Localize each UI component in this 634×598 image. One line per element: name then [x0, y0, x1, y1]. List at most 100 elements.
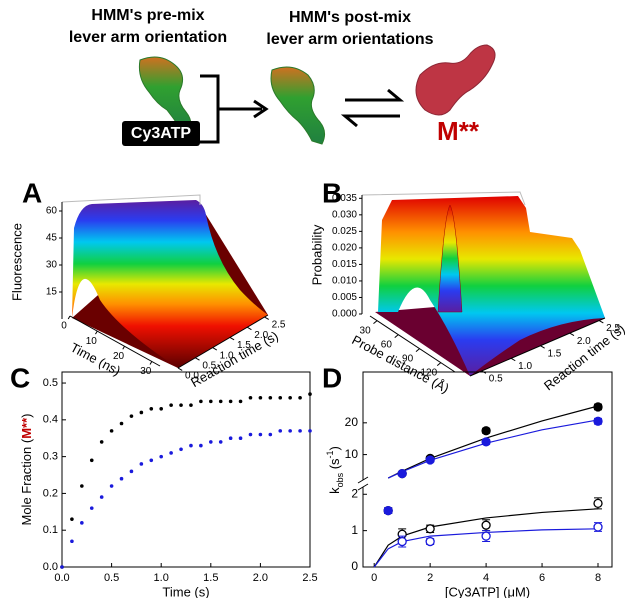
data-point [109, 484, 114, 488]
data-point [209, 440, 213, 444]
y-tick [540, 345, 545, 349]
y-label-part: ) [327, 446, 342, 450]
z-tick-label: 0.030 [332, 209, 357, 220]
x-tick-label: 6 [539, 572, 545, 584]
y-axis [177, 314, 269, 369]
y-tick-label: 2.0 [254, 330, 268, 341]
x-tick-label: 0 [61, 321, 67, 332]
y-tick-label: 0.5 [202, 360, 216, 371]
x-tick-label: 0 [371, 572, 377, 584]
data-point [149, 406, 154, 411]
y-tick [195, 357, 200, 361]
reaction-bracket [200, 74, 262, 144]
y-label-part: -1 [325, 450, 335, 458]
data-point [60, 565, 64, 569]
y-tick-label: 0.5 [43, 377, 58, 389]
x-tick-label: 1.5 [203, 572, 218, 584]
x-axis-label: Time (s) [162, 584, 209, 598]
y-tick-label: 0.3 [43, 451, 58, 463]
z-tick-label: 0.015 [332, 259, 357, 270]
y-axis-label: Mole Fraction (M**) [19, 414, 34, 526]
data-point [481, 520, 491, 530]
panel-label: D [322, 362, 342, 393]
axis-break [357, 476, 369, 491]
x-tick-label: 2.0 [253, 572, 268, 584]
z-tick-label: 30 [46, 260, 58, 271]
data-point [99, 495, 104, 499]
data-point [425, 524, 435, 534]
y-tick-label: 0.0 [43, 561, 58, 573]
data-point [288, 395, 292, 400]
y-tick-label: 1.5 [547, 348, 561, 359]
data-point [288, 429, 292, 433]
data-point [593, 416, 603, 426]
post-mix-title: HMM's post-mix [289, 9, 411, 26]
x-axis-label: [Cy3ATP] (μM) [445, 584, 530, 598]
y-tick [229, 336, 235, 341]
nucleotide-label: Cy3ATP [131, 125, 191, 142]
data-point [149, 458, 154, 463]
y-tick [264, 316, 269, 320]
y-label-part: ) [19, 414, 34, 418]
x-tick [394, 334, 399, 339]
plot-frame [61, 371, 311, 568]
x-tick-label: 2.5 [302, 572, 317, 584]
data-point [481, 426, 491, 436]
y-label-part: (s [327, 458, 342, 473]
data-point [258, 432, 263, 437]
x-axis [69, 315, 161, 367]
z-tick-label: 0.025 [332, 226, 357, 237]
data-point [298, 429, 302, 433]
surface-b [378, 196, 605, 376]
data-point [593, 522, 603, 532]
x-tick [415, 348, 420, 353]
data-point [70, 517, 74, 521]
box-edge [361, 191, 526, 206]
arrow-head [253, 99, 269, 119]
x-tick-label: 10 [86, 336, 98, 347]
data-point [481, 531, 491, 541]
data-point [179, 403, 183, 407]
x-tick-label: 4 [483, 572, 489, 584]
data-point [169, 403, 173, 407]
y-tick-label: 2 [351, 486, 358, 500]
state-label: M** [437, 116, 480, 146]
pre-mix-title: lever arm orientation [69, 29, 227, 46]
z-tick-label: 60 [46, 206, 58, 217]
data-point [89, 506, 94, 510]
data-point [129, 414, 134, 418]
plot-frame [362, 371, 613, 568]
y-tick-label: 20 [345, 415, 359, 429]
protein-structure [270, 66, 326, 145]
data-point [248, 432, 253, 437]
x-tick-label: 90 [402, 353, 414, 364]
data-point [248, 395, 253, 400]
data-point [70, 539, 74, 544]
data-point [228, 436, 233, 441]
z-axis-label: Fluorescence [9, 223, 24, 301]
data-point [129, 469, 134, 474]
panel-label: C [10, 362, 30, 393]
x-tick-label: 60 [381, 339, 393, 350]
y-tick-label: 0.4 [43, 414, 58, 426]
x-tick [67, 315, 71, 320]
pre-mix-title: HMM's pre-mix [91, 7, 204, 24]
y-tick-label: 0.1 [43, 524, 58, 536]
data-point [179, 447, 183, 452]
y-label-part: Mole Fraction ( [19, 438, 34, 525]
y-tick [598, 320, 604, 324]
y-tick-label: 2.0 [577, 336, 591, 347]
y-tick-label: 1.0 [220, 350, 234, 361]
data-point [99, 440, 104, 444]
x-tick [95, 330, 98, 335]
data-point [397, 468, 407, 479]
x-tick-label: 1.0 [154, 572, 169, 584]
x-tick-label: 0.0 [54, 572, 69, 584]
data-point [139, 410, 144, 415]
panel-label: B [322, 177, 342, 208]
data-point [169, 451, 173, 455]
data-point [278, 395, 283, 400]
data-point [189, 443, 193, 448]
post-mix-title: lever arm orientations [266, 31, 433, 48]
data-point [139, 462, 144, 466]
